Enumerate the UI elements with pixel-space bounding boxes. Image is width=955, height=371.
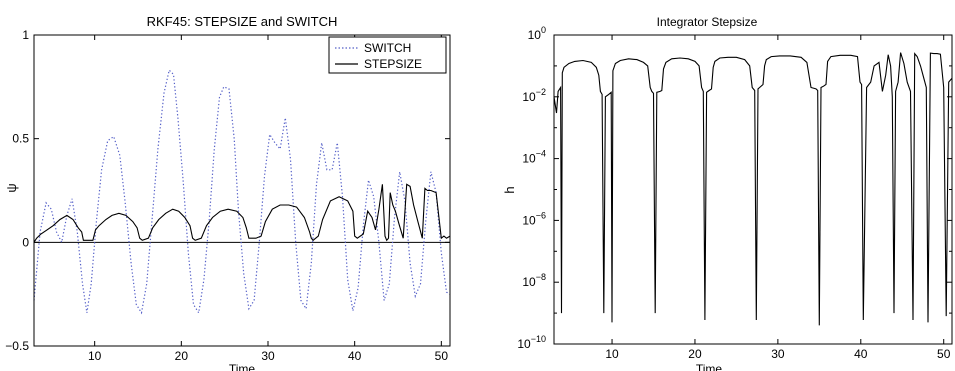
axes-frame (33, 34, 451, 347)
y-tick-label: 0 (22, 235, 29, 249)
x-tick-label: 40 (854, 347, 868, 361)
x-tick-label: 20 (175, 349, 189, 363)
axes-frame (553, 34, 953, 345)
x-tick-label: 20 (688, 347, 702, 361)
x-tick-label: 30 (771, 347, 785, 361)
y-tick-label: 10−4 (522, 149, 546, 166)
plot-area (553, 52, 953, 326)
x-tick-label: 30 (261, 349, 275, 363)
x-axis-label: Time (696, 362, 723, 371)
x-tick-label: 50 (937, 347, 951, 361)
x-axis-label: Time (229, 362, 256, 371)
series-line-switch (33, 69, 451, 315)
y-axis-label: h (502, 186, 517, 193)
y-axis-label: ψ (4, 183, 19, 192)
legend-label-stepsize: STEPSIZE (364, 57, 422, 71)
legend: SWITCH STEPSIZE (328, 36, 447, 74)
x-tick-label: 10 (88, 349, 102, 363)
axis-ticks: 10 20 30 40 50 100 10−2 10−4 10−6 10−8 10−10 (517, 25, 952, 361)
y-tick-label: 10−10 (517, 334, 546, 351)
legend-label-switch: SWITCH (364, 41, 411, 55)
y-tick-label: 100 (528, 25, 546, 42)
y-tick-label: 0.5 (12, 132, 29, 146)
y-tick-label: −0.5 (5, 339, 29, 353)
y-tick-label: 1 (22, 28, 29, 42)
integrator-stepsize-chart: Integrator Stepsize Time h 10 20 30 40 50 100… (502, 15, 953, 371)
x-tick-label: 10 (605, 347, 619, 361)
x-tick-label: 50 (435, 349, 449, 363)
plot-area (33, 69, 451, 315)
chart-title: Integrator Stepsize (657, 15, 758, 29)
series-line-stepsize (553, 52, 953, 326)
chart-title: RKF45: STEPSIZE and SWITCH (147, 14, 338, 29)
y-tick-label: 10−2 (522, 87, 546, 104)
axis-ticks: 10 20 30 40 50 −0.5 0 0.5 1 (5, 28, 450, 363)
legend-box (328, 36, 447, 74)
x-tick-label: 40 (348, 349, 362, 363)
y-tick-label: 10−8 (522, 272, 546, 289)
switch-stepsize-chart: RKF45: STEPSIZE and SWITCH Time ψ 10 20 30… (4, 14, 451, 371)
series-line-stepsize (33, 183, 451, 243)
y-tick-label: 10−6 (522, 210, 546, 227)
